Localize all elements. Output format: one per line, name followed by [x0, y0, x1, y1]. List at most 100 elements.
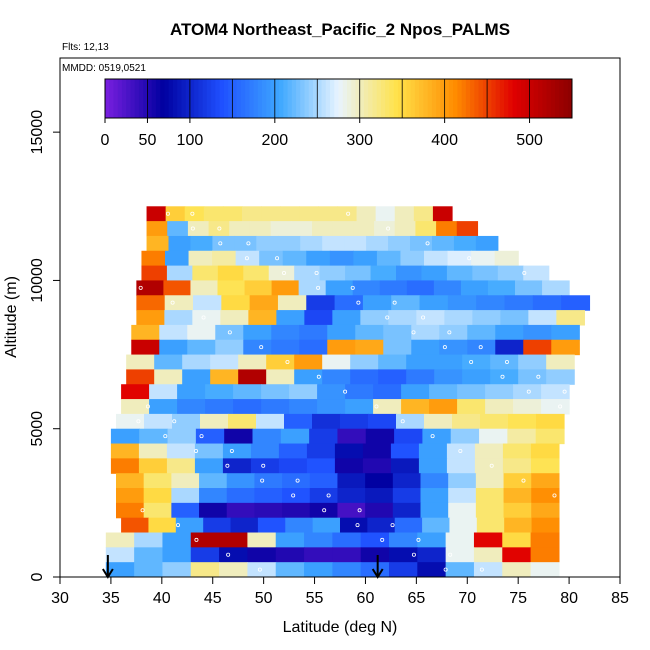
heatmap-cell — [502, 547, 532, 563]
heatmap-cell — [452, 413, 481, 430]
colorbar-segment — [308, 79, 314, 118]
colorbar-segment — [474, 79, 480, 118]
heatmap-cell — [383, 339, 412, 356]
heatmap-cell — [171, 488, 200, 504]
colorbar-segment — [283, 79, 289, 118]
heatmap-cell — [365, 473, 394, 489]
heatmap-cell — [226, 502, 256, 519]
heatmap-cell — [376, 250, 402, 267]
heatmap-cell — [254, 488, 283, 504]
heatmap-cell — [413, 206, 434, 222]
heatmap-cell — [210, 369, 239, 385]
x-tick-label: 30 — [51, 590, 69, 607]
sample-marker — [562, 389, 567, 394]
colorbar-segment — [546, 79, 552, 118]
heatmap-cell — [136, 310, 165, 326]
heatmap-cell — [439, 324, 468, 341]
heatmap-cell — [284, 413, 313, 430]
heatmap-cell — [188, 250, 213, 267]
colorbar-segment — [397, 79, 403, 118]
colorbar-segment — [113, 79, 119, 118]
heatmap-cell — [327, 324, 356, 341]
heatmap-cell — [530, 532, 560, 548]
heatmap-cell — [422, 517, 451, 534]
heatmap-cell — [475, 235, 499, 252]
heatmap-cell — [490, 354, 519, 370]
heatmap-cell — [276, 310, 305, 326]
heatmap-cell — [110, 458, 140, 474]
heatmap-cell — [184, 206, 205, 222]
heatmap-cell — [221, 295, 251, 311]
heatmap-cell — [365, 428, 395, 445]
sample-marker — [190, 226, 195, 231]
sample-marker — [246, 241, 251, 246]
heatmap-cell — [433, 280, 462, 296]
colorbar-segment — [533, 79, 539, 118]
sample-marker — [163, 434, 168, 439]
colorbar-segment — [177, 79, 182, 118]
colorbar-segment — [194, 79, 199, 118]
heatmap-cell — [362, 458, 392, 474]
colorbar-segment — [325, 79, 331, 118]
heatmap-cell — [439, 339, 468, 356]
heatmap-cell — [261, 399, 290, 415]
colorbar-tick-label: 200 — [261, 132, 288, 149]
sample-marker — [469, 359, 474, 364]
heatmap-cell — [322, 369, 351, 385]
heatmap-cell — [187, 221, 210, 237]
sample-marker — [479, 567, 484, 572]
heatmap-cell — [431, 235, 455, 252]
heatmap-cell — [360, 562, 390, 577]
heatmap-cell — [406, 280, 435, 296]
sample-marker — [217, 226, 222, 231]
heatmap-cell — [280, 428, 310, 445]
heatmap-cell — [200, 413, 229, 430]
colorbar-segment — [287, 79, 293, 118]
heatmap-cell — [166, 265, 193, 282]
heatmap-cell — [373, 399, 402, 415]
colorbar-segment — [304, 79, 310, 118]
heatmap-cell — [356, 206, 377, 222]
colorbar-segment — [376, 79, 382, 118]
heatmap-cell — [518, 369, 547, 385]
heatmap-cell — [531, 517, 560, 534]
heatmap-cell — [190, 235, 213, 252]
heatmap-cell — [368, 413, 397, 430]
heatmap-cell — [243, 324, 272, 341]
heatmap-cell — [228, 413, 257, 430]
heatmap-cell — [507, 428, 537, 445]
sample-marker — [145, 404, 150, 409]
heatmap-cell — [334, 443, 364, 459]
heatmap-cell — [345, 384, 374, 400]
dates-label: MMDD: 0519,0521 — [62, 63, 146, 74]
heatmap-cell — [523, 339, 552, 356]
sample-marker — [322, 508, 327, 513]
colorbar-segment — [495, 79, 501, 118]
heatmap-cell — [406, 354, 435, 370]
heatmap-cell — [121, 384, 150, 400]
heatmap-cell — [141, 250, 166, 267]
plot-area — [105, 206, 591, 577]
heatmap-cell — [143, 488, 172, 504]
heatmap-cell — [353, 221, 375, 237]
heatmap-cell — [391, 295, 421, 311]
colorbar-segment — [478, 79, 484, 118]
heatmap-cell — [445, 562, 475, 577]
heatmap-cell — [448, 473, 477, 489]
colorbar-segment — [448, 79, 454, 118]
x-tick-label: 75 — [509, 590, 527, 607]
heatmap-cell — [479, 428, 508, 445]
sample-marker — [343, 389, 348, 394]
sample-marker — [226, 552, 231, 557]
heatmap-cell — [257, 517, 286, 534]
heatmap-cell — [366, 235, 389, 252]
colorbar-segment — [223, 79, 229, 118]
heatmap-cell — [192, 265, 219, 282]
heatmap-cell — [457, 384, 486, 400]
heatmap-cell — [329, 250, 354, 267]
colorbar: 0 50 100 200 300 400 500 — [101, 78, 573, 149]
sample-marker — [346, 211, 351, 216]
heatmap-cell — [434, 354, 463, 370]
colorbar-segment — [228, 79, 233, 118]
colorbar-segment — [491, 79, 497, 118]
